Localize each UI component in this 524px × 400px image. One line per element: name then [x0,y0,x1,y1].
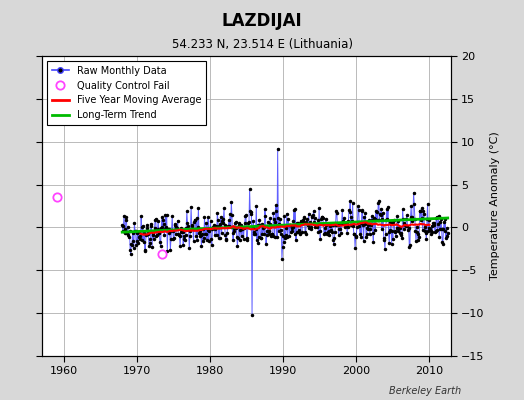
Legend: Raw Monthly Data, Quality Control Fail, Five Year Moving Average, Long-Term Tren: Raw Monthly Data, Quality Control Fail, … [47,61,206,125]
Text: Berkeley Earth: Berkeley Earth [389,386,461,396]
Text: LAZDIJAI: LAZDIJAI [222,12,302,30]
Text: 54.233 N, 23.514 E (Lithuania): 54.233 N, 23.514 E (Lithuania) [171,38,353,51]
Y-axis label: Temperature Anomaly (°C): Temperature Anomaly (°C) [490,132,500,280]
